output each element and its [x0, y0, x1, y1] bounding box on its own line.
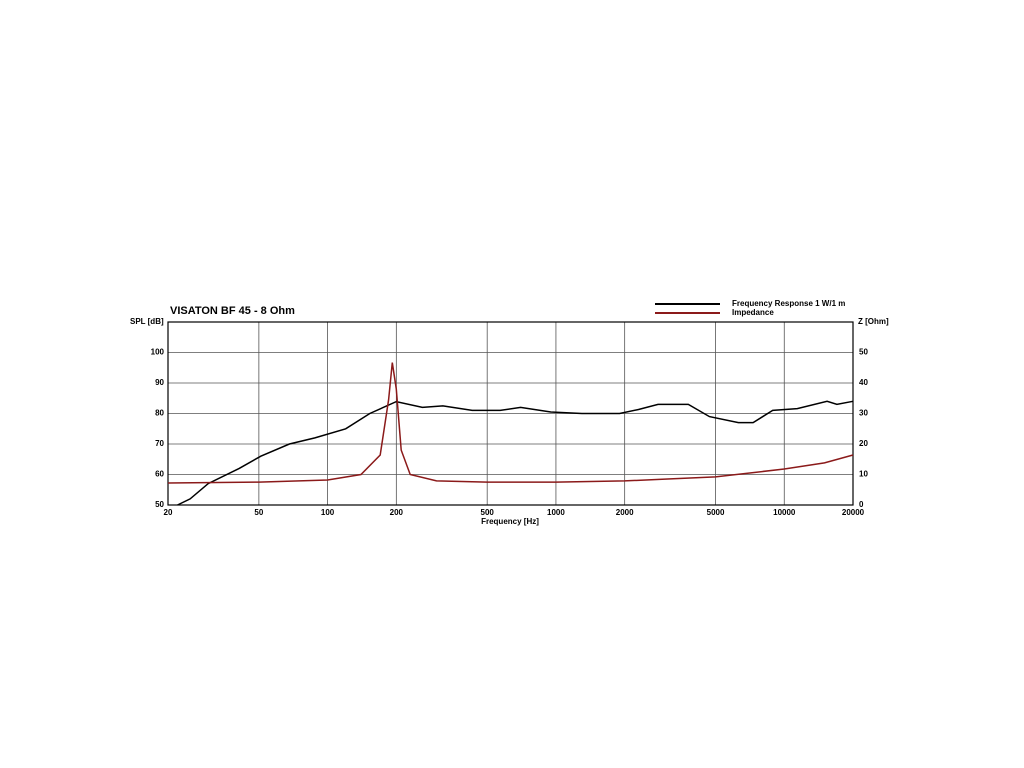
y-tick-label: 90	[155, 378, 164, 387]
y-tick-label: 50	[155, 500, 164, 509]
y-tick-label: 80	[155, 409, 164, 418]
chart-title: VISATON BF 45 - 8 Ohm	[170, 305, 295, 317]
y2-tick-label: 40	[859, 378, 868, 387]
x-tick-label: 100	[321, 508, 335, 517]
legend-label: Frequency Response 1 W/1 m	[732, 299, 845, 308]
x-tick-label: 200	[390, 508, 404, 517]
x-tick-label: 20000	[842, 508, 865, 517]
x-tick-label: 50	[254, 508, 263, 517]
y2-tick-label: 0	[859, 500, 864, 509]
y2-tick-label: 10	[859, 470, 868, 479]
y2-tick-label: 30	[859, 409, 868, 418]
legend-label: Impedance	[732, 308, 774, 317]
y-tick-label: 60	[155, 470, 164, 479]
plot-frame	[167, 321, 854, 506]
y-tick-label: 70	[155, 439, 164, 448]
x-tick-label: 500	[481, 508, 495, 517]
y-axis-label: SPL [dB]	[130, 317, 164, 326]
y2-tick-label: 50	[859, 348, 868, 357]
y2-axis-label: Z [Ohm]	[858, 317, 889, 326]
series-line	[167, 362, 854, 484]
series-line	[177, 400, 854, 506]
x-axis-label: Frequency [Hz]	[481, 517, 539, 526]
x-tick-label: 20	[164, 508, 173, 517]
x-tick-label: 5000	[707, 508, 725, 517]
y2-tick-label: 20	[859, 439, 868, 448]
y-tick-label: 100	[151, 348, 165, 357]
x-tick-label: 10000	[773, 508, 796, 517]
x-tick-label: 2000	[616, 508, 634, 517]
x-tick-label: 1000	[547, 508, 565, 517]
